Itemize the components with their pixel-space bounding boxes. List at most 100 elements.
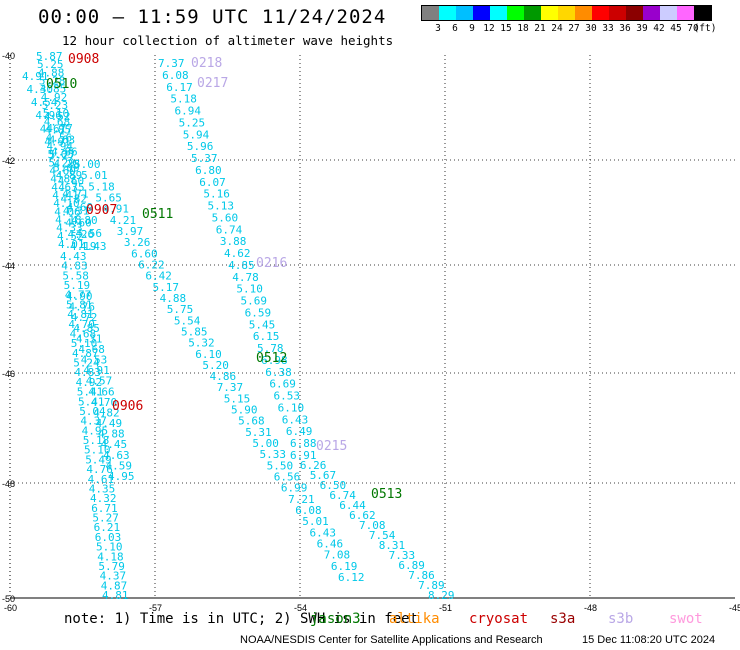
track-value: 4.91	[83, 364, 110, 377]
lat-tick-label: -42	[2, 156, 15, 166]
note-line: note: 1) Time is in UTC; 2) SWH is in fe…	[64, 611, 703, 627]
legend-swatch	[473, 6, 490, 20]
legend-label: 6	[452, 23, 458, 34]
track-value: 3.26	[124, 236, 150, 249]
track-value: 4.92	[41, 91, 68, 104]
satellite-legend-altika: altika	[389, 611, 440, 627]
track-value: 4.72	[71, 311, 98, 324]
track-value: 5.67	[310, 469, 337, 482]
track-value: 4.32	[90, 492, 117, 505]
track-value: 6.62	[349, 509, 376, 522]
track-value: 4.75	[58, 181, 84, 194]
credit-organization: NOAA/NESDIS Center for Satellite Applica…	[240, 634, 543, 646]
track-value: 5.01	[81, 169, 108, 182]
track-value: 6.26	[300, 459, 327, 472]
lat-tick-label: -46	[2, 369, 15, 379]
track-value: 5.32	[188, 337, 215, 350]
track-value: 4.92	[76, 376, 103, 389]
legend-label: 3	[435, 23, 441, 34]
track-value: 4.81	[67, 308, 94, 321]
pass-label: 0218	[191, 56, 222, 71]
track-value: 4.30	[27, 83, 54, 96]
track-value: 5.24	[73, 357, 100, 370]
legend-swatch	[507, 6, 524, 20]
track-value: 4.91	[22, 70, 49, 83]
track-value: 6.88	[290, 437, 317, 450]
track-value: 4.70	[68, 318, 95, 331]
legend-label: 33	[602, 23, 614, 34]
track-value: 5.94	[183, 128, 210, 141]
legend-swatch	[456, 6, 473, 20]
track-value: 4.43	[80, 240, 107, 253]
track-value: 6.74	[216, 223, 243, 236]
track-value: 6.89	[398, 559, 425, 572]
pass-label: 0513	[371, 487, 402, 502]
track-value: 5.25	[37, 58, 64, 71]
track-value: 5.65	[95, 192, 122, 205]
track-value: 4.87	[72, 347, 99, 360]
track-value: 5.87	[36, 50, 63, 63]
track-value: 5.18	[170, 93, 197, 106]
track-value: 4.60	[49, 164, 76, 177]
track-value: 5.10	[236, 283, 263, 296]
track-value: 6.17	[166, 81, 193, 94]
track-value: 6.69	[269, 378, 296, 391]
legend-swatch	[575, 6, 592, 20]
track-value: 4.52	[57, 230, 84, 243]
pass-label: 0217	[197, 76, 228, 91]
lon-tick-label: -60	[4, 603, 17, 613]
track-value: 4.56	[76, 227, 103, 240]
track-value: 4.88	[160, 292, 187, 305]
track-value: 4.61	[40, 122, 67, 135]
legend-swatch	[592, 6, 609, 20]
color-legend: 3 6 9 12 15 18 21 24 27 30 33 36 39 42 45 70 (ft)	[421, 5, 716, 35]
satellite-legend-cryosat: cryosat	[469, 611, 529, 627]
track-value: 6.94	[175, 105, 202, 118]
track-value: 4.28	[54, 157, 81, 170]
track-value: 4.41	[52, 189, 79, 202]
track-value: 5.85	[181, 325, 208, 338]
lat-tick-label: -44	[2, 261, 15, 271]
track-value: 4.82	[61, 193, 88, 206]
track-value: 5.15	[224, 392, 251, 405]
legend-label: 30	[585, 23, 597, 34]
legend-swatch	[541, 6, 558, 20]
track-value: 5.75	[167, 303, 194, 316]
track-value: 6.10	[278, 401, 305, 414]
track-value: 5.81	[66, 298, 93, 311]
track-value: 6.44	[339, 499, 366, 512]
track-value: 4.06	[54, 205, 80, 218]
track-value: 4.60	[58, 175, 84, 188]
track-value: 7.54	[369, 529, 396, 542]
track-value: 4.94	[47, 140, 74, 153]
track-value: 3.97	[117, 225, 144, 238]
track-value: 7.89	[418, 579, 445, 592]
track-value: 4.37	[100, 570, 127, 583]
track-value: 6.03	[95, 531, 122, 544]
satellite-legend-s3b: s3b	[608, 611, 634, 627]
track-value: 7.86	[408, 569, 435, 582]
track-value: 5.29	[48, 156, 75, 169]
track-value: 4.31	[76, 332, 103, 345]
track-value: 6.98	[261, 354, 288, 367]
track-value: 6.80	[195, 164, 222, 177]
lon-tick-label: -45	[729, 603, 740, 613]
track-value: 5.90	[231, 404, 258, 417]
track-value: 4.82	[93, 407, 120, 420]
track-value: 4.68	[78, 343, 105, 356]
track-value: 4.88	[38, 66, 65, 79]
pass-label: 0908	[68, 52, 99, 67]
page-subtitle: 12 hour collection of altimeter wave hei…	[62, 33, 394, 48]
track-value: 4.76	[69, 301, 96, 314]
legend-label: 42	[653, 23, 665, 34]
legend-label: 18	[517, 23, 529, 34]
track-value: 5.10	[71, 337, 98, 350]
track-value: 5.41	[78, 395, 105, 408]
track-value: 3.88	[220, 235, 247, 248]
track-value: 4.35	[89, 483, 116, 496]
legend-swatch	[490, 6, 507, 20]
track-value: 4.66	[88, 385, 115, 398]
legend-swatch	[524, 6, 541, 20]
track-value: 4.85	[40, 83, 67, 96]
track-value: 4.45	[101, 438, 128, 451]
